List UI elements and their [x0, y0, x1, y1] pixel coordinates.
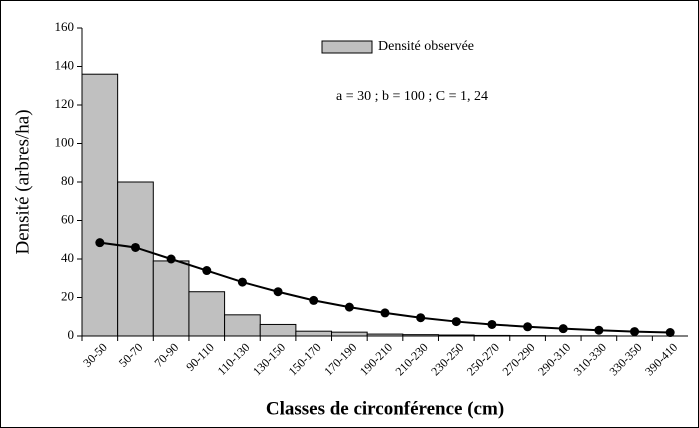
point — [487, 319, 497, 329]
point — [166, 254, 176, 264]
bar — [152, 260, 190, 337]
y-tick-label: 0 — [68, 327, 75, 342]
x-tick-label: 330-350 — [606, 340, 644, 378]
bar — [331, 331, 368, 337]
x-tick-label: 390-410 — [642, 340, 680, 378]
x-tick-label: 210-230 — [393, 340, 431, 378]
point — [344, 302, 354, 312]
x-tick-label: 90-110 — [183, 340, 217, 374]
y-tick-label: 60 — [61, 211, 74, 226]
x-tick-label: 230-250 — [428, 340, 466, 378]
y-tick-label: 140 — [55, 57, 75, 72]
x-tick-label: 270-290 — [499, 340, 537, 378]
bar — [259, 323, 297, 337]
point — [451, 317, 461, 327]
x-tick-label: 30-50 — [80, 340, 110, 370]
x-tick-label: 290-310 — [535, 340, 573, 378]
x-axis-label: Classes de circonférence (cm) — [266, 398, 504, 419]
x-tick-label: 110-130 — [215, 340, 253, 378]
legend-label: Densité observée — [378, 39, 474, 54]
y-tick-label: 120 — [55, 96, 75, 111]
point — [523, 322, 533, 332]
point — [380, 308, 390, 318]
point — [237, 277, 247, 287]
point — [558, 324, 568, 334]
point — [665, 328, 675, 338]
x-tick-label: 50-70 — [116, 340, 146, 370]
point — [95, 238, 105, 248]
bar — [188, 291, 226, 337]
point — [416, 313, 426, 323]
point — [630, 327, 640, 337]
y-tick-label: 80 — [61, 173, 74, 188]
legend-swatch — [321, 40, 373, 54]
x-tick-label: 130-150 — [250, 340, 288, 378]
x-tick-label: 70-90 — [151, 340, 181, 370]
bar — [224, 314, 261, 337]
point — [594, 325, 604, 335]
y-tick-label: 40 — [61, 250, 74, 265]
point — [202, 266, 212, 276]
x-tick-label: 250-270 — [464, 340, 502, 378]
x-tick-label: 150-170 — [286, 340, 324, 378]
point — [130, 242, 140, 252]
bar — [117, 181, 154, 337]
y-tick-label: 20 — [61, 288, 74, 303]
point — [273, 287, 283, 297]
bar — [81, 73, 119, 337]
x-tick-label: 190-210 — [357, 340, 395, 378]
y-axis-label: Densité (arbres/ha) — [12, 109, 33, 254]
y-tick-label: 160 — [55, 19, 75, 34]
x-tick-label: 170-190 — [321, 340, 359, 378]
annotation: a = 30 ; b = 100 ; C = 1, 24 — [336, 89, 488, 104]
bar — [295, 330, 333, 337]
point — [309, 295, 319, 305]
x-tick-label: 310-330 — [571, 340, 609, 378]
y-tick-label: 100 — [55, 134, 75, 149]
